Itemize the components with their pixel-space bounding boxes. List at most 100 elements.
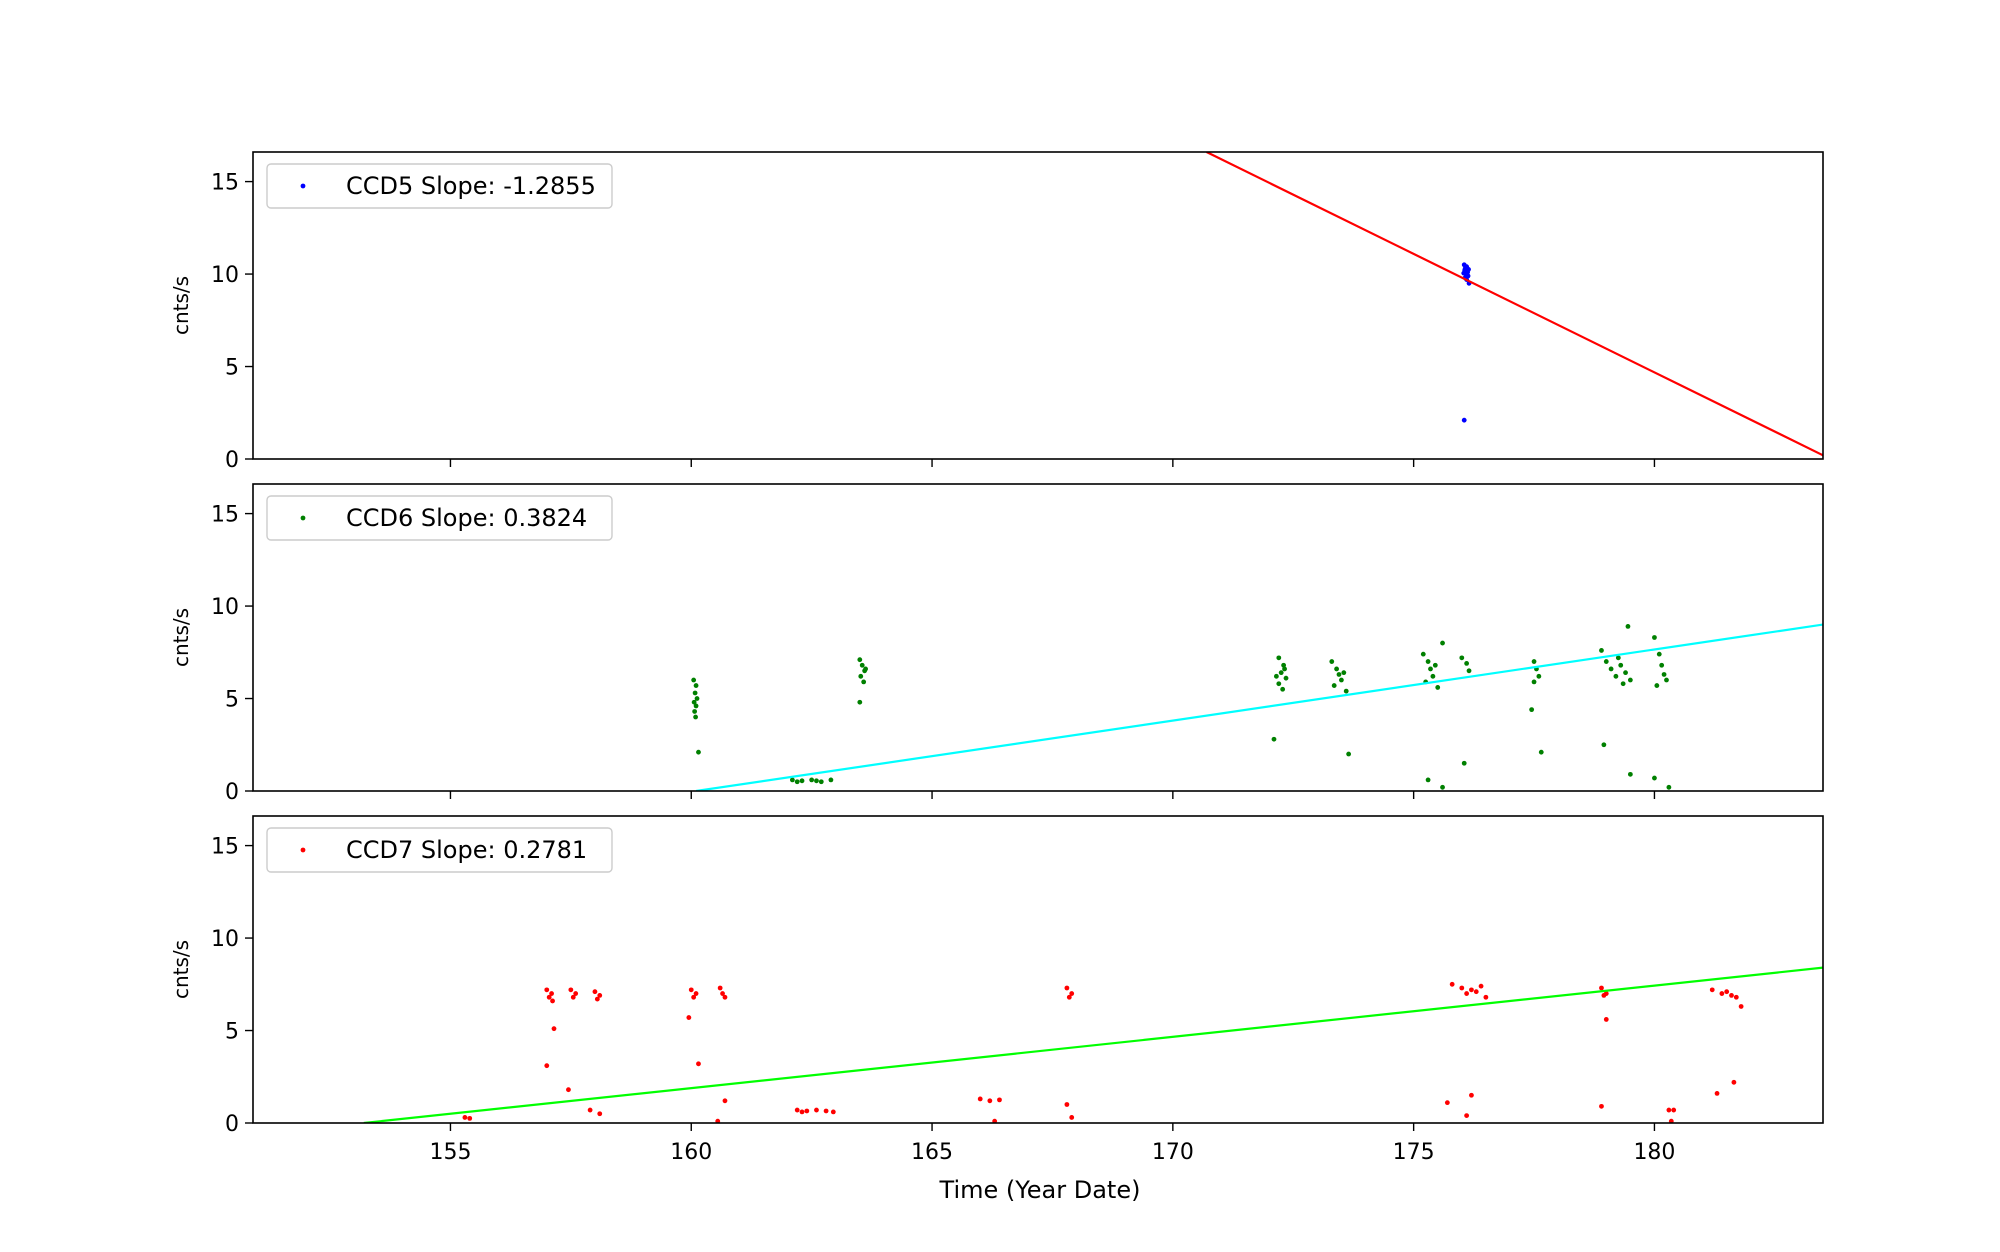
data-point bbox=[1339, 677, 1344, 683]
chart-panel-2: 0 5 10 15 cnts/s CCD6 Slope: 0.3824 bbox=[169, 483, 1824, 805]
y-axis-label: cnts/s bbox=[169, 608, 193, 667]
data-point bbox=[1440, 640, 1445, 646]
data-point bbox=[1627, 677, 1633, 683]
data-point bbox=[720, 991, 725, 996]
data-point bbox=[1440, 784, 1445, 790]
fit-line bbox=[1206, 152, 1823, 457]
data-point bbox=[1664, 677, 1669, 683]
legend-box bbox=[266, 495, 613, 541]
data-point bbox=[1618, 662, 1624, 668]
data-point bbox=[1623, 670, 1628, 676]
data-point bbox=[1714, 1091, 1720, 1096]
data-point bbox=[568, 987, 574, 993]
data-point bbox=[1601, 992, 1607, 998]
data-point bbox=[799, 1109, 805, 1115]
chart-panel-1: 0 5 10 15 cnts/s CCD5 Slope: -1.2855 bbox=[169, 151, 1824, 473]
data-point bbox=[857, 657, 863, 663]
data-point bbox=[1620, 681, 1626, 687]
y-tick-label: 10 bbox=[211, 263, 239, 288]
data-point bbox=[1656, 651, 1662, 657]
data-point bbox=[1432, 662, 1438, 668]
data-point bbox=[1341, 670, 1347, 676]
data-point bbox=[546, 994, 552, 1000]
data-point bbox=[1278, 670, 1284, 676]
data-point bbox=[1603, 1017, 1609, 1022]
x-tick-label: 160 bbox=[670, 1140, 712, 1165]
data-point bbox=[693, 714, 698, 720]
data-point bbox=[1459, 655, 1465, 661]
fit-line bbox=[695, 623, 1823, 791]
data-point bbox=[1449, 981, 1455, 987]
data-point bbox=[1464, 660, 1470, 666]
data-point bbox=[694, 696, 700, 701]
data-point bbox=[1724, 989, 1730, 995]
y-tick-label: 0 bbox=[225, 448, 239, 473]
data-point bbox=[830, 1109, 836, 1115]
data-point bbox=[1478, 983, 1484, 989]
data-point bbox=[1603, 659, 1609, 664]
x-tick-label: 155 bbox=[429, 1140, 471, 1165]
data-point bbox=[1473, 989, 1479, 995]
data-point bbox=[1069, 1115, 1075, 1120]
data-point bbox=[859, 662, 865, 668]
data-point bbox=[467, 1115, 473, 1121]
data-point bbox=[1529, 707, 1535, 713]
legend-marker bbox=[300, 515, 306, 521]
data-point bbox=[693, 703, 699, 709]
data-point bbox=[1271, 736, 1277, 742]
data-point bbox=[691, 677, 697, 683]
legend: CCD5 Slope: -1.2855 bbox=[266, 163, 613, 209]
data-point bbox=[1069, 991, 1075, 996]
legend-marker bbox=[300, 183, 306, 189]
data-point bbox=[794, 1107, 800, 1113]
data-point bbox=[717, 985, 723, 991]
data-point bbox=[1343, 688, 1349, 694]
data-point bbox=[992, 1118, 998, 1123]
data-point bbox=[1666, 1107, 1672, 1113]
data-point bbox=[1066, 994, 1072, 1000]
data-point bbox=[1283, 675, 1289, 681]
data-point bbox=[1461, 760, 1467, 766]
data-point bbox=[794, 779, 800, 785]
data-point bbox=[1709, 987, 1715, 993]
data-point bbox=[551, 1026, 557, 1032]
data-point bbox=[1331, 683, 1337, 688]
legend-label: CCD7 Slope: 0.2781 bbox=[346, 836, 587, 864]
data-point bbox=[1599, 648, 1604, 653]
data-point bbox=[818, 779, 824, 785]
y-tick-label: 5 bbox=[225, 356, 239, 381]
legend-box bbox=[266, 827, 613, 873]
data-point bbox=[722, 1098, 728, 1104]
data-point bbox=[1444, 1100, 1450, 1106]
data-point bbox=[1276, 681, 1282, 687]
x-tick-label: 165 bbox=[911, 1140, 953, 1165]
data-point bbox=[1608, 666, 1614, 672]
data-point bbox=[1599, 985, 1604, 991]
data-point bbox=[1661, 672, 1667, 677]
data-point bbox=[1733, 994, 1739, 1000]
data-point bbox=[587, 1107, 593, 1113]
data-point bbox=[863, 666, 868, 672]
data-point bbox=[1435, 685, 1441, 690]
y-tick-label: 0 bbox=[225, 780, 239, 805]
legend-marker bbox=[300, 847, 306, 853]
data-point bbox=[809, 777, 815, 783]
legend: CCD7 Slope: 0.2781 bbox=[266, 827, 613, 873]
data-point bbox=[696, 749, 701, 755]
data-point bbox=[1430, 673, 1436, 679]
data-point bbox=[1346, 751, 1352, 757]
data-point bbox=[550, 998, 555, 1004]
data-point bbox=[789, 777, 795, 783]
data-point bbox=[1599, 1103, 1604, 1109]
data-point bbox=[1652, 775, 1657, 781]
data-point bbox=[1281, 662, 1287, 668]
data-point bbox=[691, 994, 697, 1000]
data-point bbox=[1668, 1118, 1674, 1123]
data-point bbox=[1469, 987, 1474, 993]
data-point bbox=[549, 991, 554, 996]
data-point bbox=[1601, 742, 1607, 748]
data-point bbox=[828, 777, 834, 783]
data-point bbox=[814, 1107, 819, 1113]
